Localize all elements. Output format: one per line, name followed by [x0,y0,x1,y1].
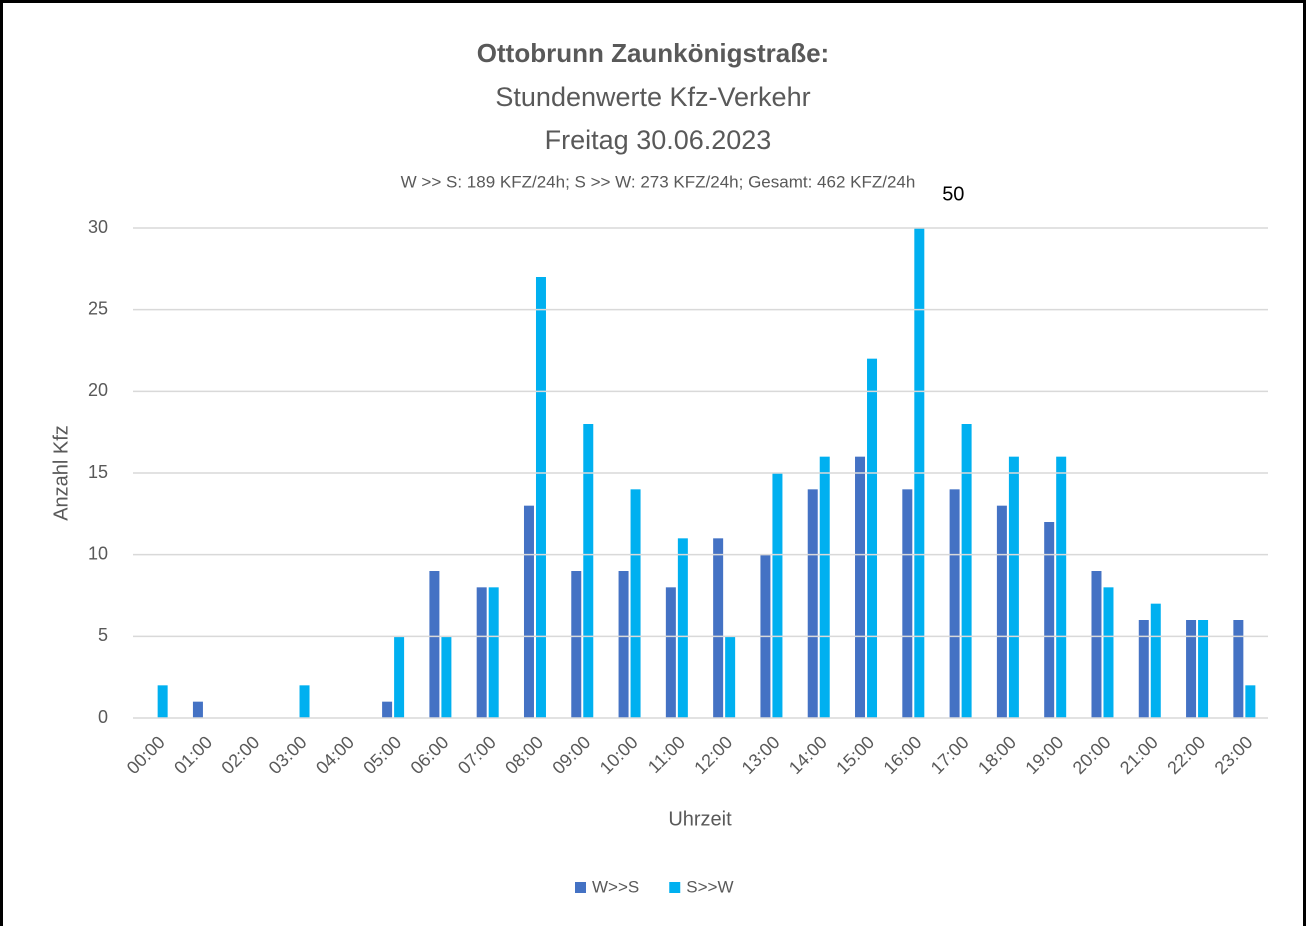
bar [725,636,736,718]
bar [1150,603,1161,718]
bar [583,424,594,718]
bar [902,489,913,718]
bar [488,587,499,718]
chart-subtitle: Freitag 30.06.2023 [545,125,772,155]
bar [394,636,405,718]
y-tick-label: 20 [88,380,108,400]
bar [1245,685,1256,718]
bar [157,685,168,718]
chart-title: Ottobrunn Zaunkönigstraße: [477,38,829,68]
bar [961,424,972,718]
bar [1103,587,1114,718]
bar [807,489,818,718]
bar [192,701,203,718]
bar [1138,620,1149,718]
y-tick-label: 5 [98,625,108,645]
bar [1044,522,1055,718]
bar [1186,620,1197,718]
y-tick-label: 30 [88,217,108,237]
bar [1233,620,1244,718]
bar [571,571,582,718]
legend-label: S>>W [686,877,733,896]
chart-subtitle: Stundenwerte Kfz-Verkehr [495,82,810,112]
bar [1198,620,1209,718]
chart-summary: W >> S: 189 KFZ/24h; S >> W: 273 KFZ/24h… [401,172,916,191]
bar [665,587,676,718]
legend-swatch [575,882,586,893]
bar [713,538,724,718]
bar [630,489,641,718]
bar [677,538,688,718]
legend-label: W>>S [592,877,639,896]
bar [535,277,546,718]
bar [1091,571,1102,718]
y-tick-label: 25 [88,298,108,318]
x-axis-title: Uhrzeit [668,808,732,830]
bar [867,358,878,718]
y-tick-label: 0 [98,707,108,727]
bar [299,685,310,718]
bar [855,456,866,718]
y-axis-title: Anzahl Kfz [50,425,72,521]
bar [476,587,487,718]
bar [949,489,960,718]
bar [429,571,440,718]
bar [1056,456,1067,718]
bar [618,571,629,718]
annotation: 50 [942,183,964,205]
y-tick-label: 10 [88,543,108,563]
bar [996,505,1007,718]
y-tick-label: 15 [88,462,108,482]
bar [1008,456,1019,718]
bar [772,473,783,718]
bar [819,456,830,718]
bar [441,636,452,718]
bar [382,701,393,718]
bar [523,505,534,718]
legend-swatch [669,882,681,893]
